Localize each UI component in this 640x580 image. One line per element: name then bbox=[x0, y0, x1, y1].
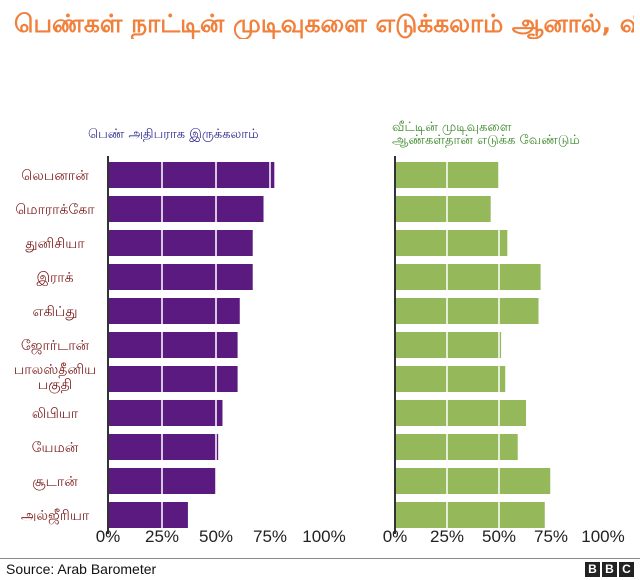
logo-letter: C bbox=[619, 562, 634, 577]
logo-letter: B bbox=[585, 562, 600, 577]
bar bbox=[108, 502, 188, 528]
panel-title: வீட்டின் முடிவுகளை ஆண்கள்தான் எடுக்க வேண்… bbox=[392, 120, 580, 148]
bar bbox=[395, 502, 545, 528]
country-label: ஜோர்டான் bbox=[21, 338, 90, 355]
bar bbox=[108, 332, 238, 358]
country-label: லெபனான் bbox=[21, 168, 89, 184]
country-label: எகிப்து bbox=[33, 304, 78, 320]
bar bbox=[395, 230, 508, 256]
country-label: லிபியா bbox=[32, 406, 79, 422]
bar bbox=[395, 298, 539, 324]
bar bbox=[395, 366, 506, 392]
tick-label: 50% bbox=[199, 527, 233, 546]
bbc-logo: B B C bbox=[585, 562, 634, 577]
bar bbox=[108, 230, 253, 256]
tick-label: 75% bbox=[253, 527, 287, 546]
country-label: மொராக்கோ bbox=[15, 202, 95, 218]
bar bbox=[108, 298, 240, 324]
tick-label: 100% bbox=[302, 527, 345, 546]
panel-title: பெண் அதிபராக இருக்கலாம் bbox=[88, 127, 259, 142]
chart-area: லெபனான் மொராக்கோ துனிசியா இராக் எகிப்து ஜோர்ட… bbox=[14, 120, 625, 546]
bar bbox=[395, 264, 541, 290]
country-label: அல்ஜீரியா bbox=[21, 508, 90, 525]
bar bbox=[395, 400, 527, 426]
tick-label: 75% bbox=[534, 527, 568, 546]
chart-headline: பெண்கள் நாட்டின் முடிவுகளை எடுக்கலாம் ஆன… bbox=[14, 9, 634, 38]
country-label: இராக் bbox=[36, 270, 73, 286]
country-label: சூடான் bbox=[32, 474, 78, 490]
tick-label: 0% bbox=[383, 527, 408, 546]
bar bbox=[108, 196, 264, 222]
bar bbox=[108, 400, 223, 426]
bar bbox=[108, 162, 275, 188]
bar bbox=[395, 196, 491, 222]
bar bbox=[108, 264, 253, 290]
bar bbox=[395, 434, 518, 460]
tick-label: 100% bbox=[581, 527, 624, 546]
tick-label: 25% bbox=[430, 527, 464, 546]
logo-letter: B bbox=[602, 562, 617, 577]
tick-label: 0% bbox=[96, 527, 121, 546]
country-label: பாலஸ்தீனிய பகுதி bbox=[14, 362, 96, 394]
bar bbox=[108, 434, 219, 460]
source-note: Source: Arab Barometer bbox=[6, 561, 157, 577]
bar bbox=[395, 468, 551, 494]
country-label: துனிசியா bbox=[25, 236, 85, 252]
footer-divider bbox=[0, 558, 640, 559]
tick-label: 50% bbox=[482, 527, 516, 546]
country-label: யேமன் bbox=[32, 440, 79, 456]
bar bbox=[395, 332, 502, 358]
tick-label: 25% bbox=[145, 527, 179, 546]
bar bbox=[108, 366, 238, 392]
